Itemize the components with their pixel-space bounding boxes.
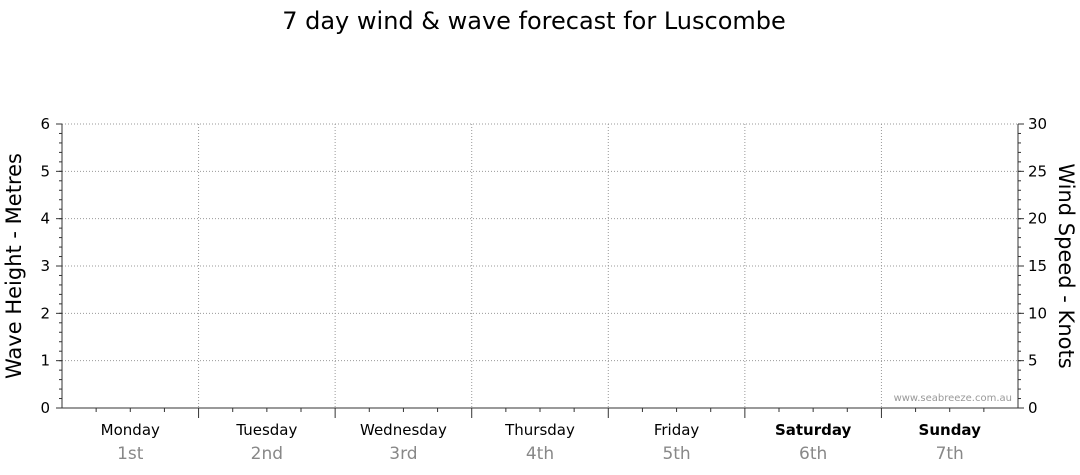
axes xyxy=(61,124,1019,418)
day-date-monday: 1st xyxy=(117,444,144,464)
day-name-tuesday: Tuesday xyxy=(235,421,297,439)
day-date-thursday: 4th xyxy=(526,444,554,464)
day-date-saturday: 6th xyxy=(799,444,827,464)
day-name-wednesday: Wednesday xyxy=(360,421,447,439)
day-date-sunday: 7th xyxy=(936,444,964,464)
day-labels: Monday 1st Tuesday 2nd Wednesday 3rd Thursday 4… xyxy=(101,421,981,464)
day-name-sunday: Sunday xyxy=(919,421,982,439)
chart-title: 7 day wind & wave forecast for Luscombe xyxy=(282,7,786,35)
day-date-friday: 5th xyxy=(662,444,690,464)
grid-lines xyxy=(62,123,1018,408)
day-name-saturday: Saturday xyxy=(775,421,852,439)
left-tick-label: 2 xyxy=(40,304,50,322)
right-axis-title: Wind Speed - Knots xyxy=(1054,163,1078,368)
right-tick-label: 30 xyxy=(1028,115,1047,133)
day-date-wednesday: 3rd xyxy=(389,444,417,464)
left-tick-label: 4 xyxy=(40,210,50,228)
right-tick-label: 20 xyxy=(1028,210,1047,228)
day-date-tuesday: 2nd xyxy=(251,444,283,464)
left-tick-label: 0 xyxy=(40,399,50,417)
day-name-friday: Friday xyxy=(654,421,700,439)
left-axis-title: Wave Height - Metres xyxy=(2,153,26,379)
left-tick-label: 3 xyxy=(40,257,50,275)
right-tick-label: 15 xyxy=(1028,257,1047,275)
left-tick-label: 1 xyxy=(40,352,50,370)
right-tick-label: 0 xyxy=(1028,399,1038,417)
right-tick-label: 10 xyxy=(1028,304,1047,322)
left-tick-label: 6 xyxy=(40,115,50,133)
left-y-ticks: 0 1 2 3 4 5 6 xyxy=(40,115,62,417)
right-tick-label: 25 xyxy=(1028,162,1047,180)
right-y-ticks: 0 5 10 15 20 25 30 xyxy=(1018,115,1047,417)
right-tick-label: 5 xyxy=(1028,352,1038,370)
left-tick-label: 5 xyxy=(40,162,50,180)
day-name-thursday: Thursday xyxy=(504,421,575,439)
day-name-monday: Monday xyxy=(101,421,160,439)
credit-text: www.seabreeze.com.au xyxy=(894,393,1012,404)
